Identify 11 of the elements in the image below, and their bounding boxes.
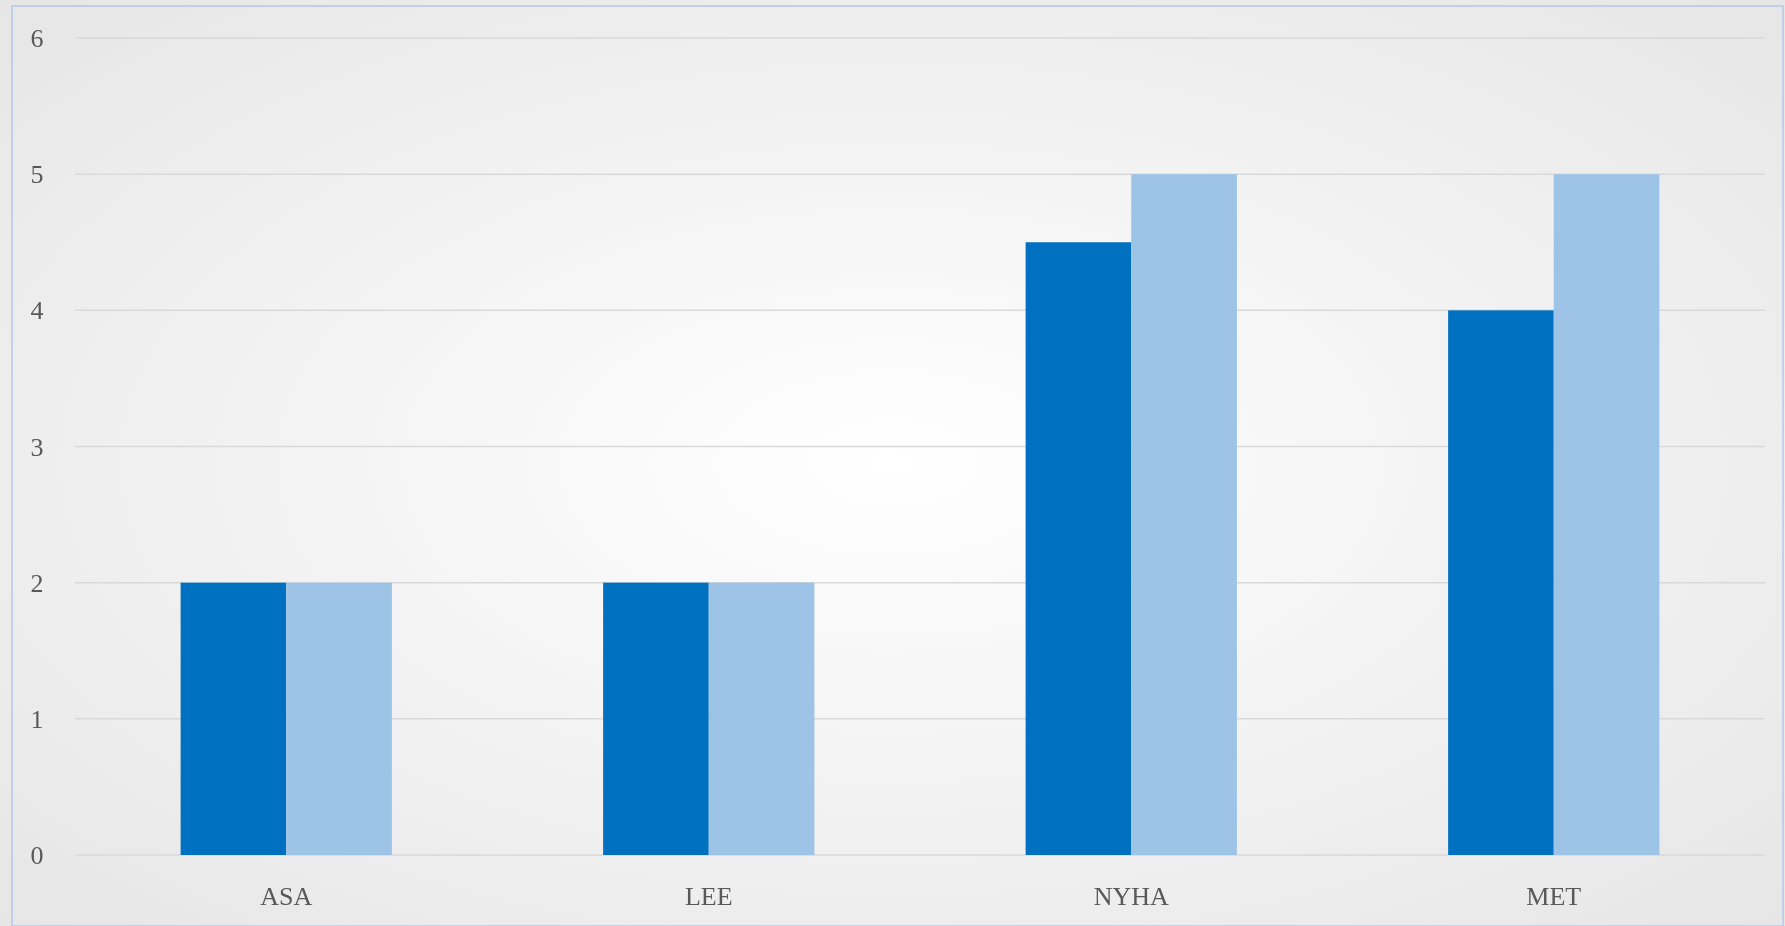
y-tick-label: 3: [30, 432, 44, 462]
x-tick-label: NYHA: [1093, 882, 1170, 912]
y-tick-label: 4: [30, 296, 44, 326]
x-tick-label: MET: [1526, 882, 1582, 912]
x-tick-label: LEE: [684, 882, 733, 912]
y-tick-label: 6: [30, 24, 44, 54]
y-tick-label: 1: [30, 704, 44, 734]
x-tick-label: ASA: [260, 882, 313, 912]
y-tick-label: 0: [30, 841, 44, 871]
y-tick-label: 2: [30, 568, 44, 598]
y-tick-label: 5: [30, 160, 44, 190]
